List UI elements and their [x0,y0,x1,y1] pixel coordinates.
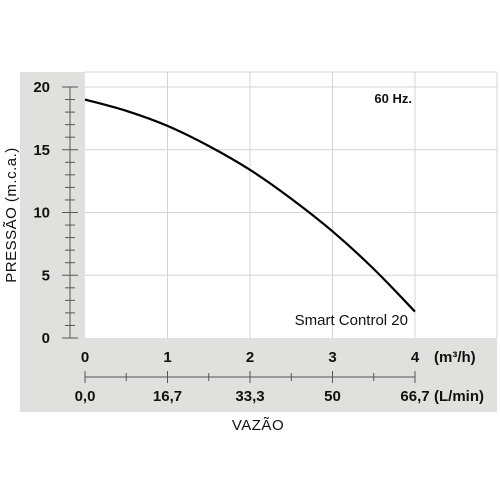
x-axis-ticks: 0 1 2 3 4 [81,349,420,366]
x-axis-panel [20,338,497,412]
secondary-tick-label: 33,3 [235,388,264,405]
secondary-tick-label: 16,7 [153,388,182,405]
y-tick-label: 10 [33,205,50,222]
x-tick-label: 4 [411,349,420,366]
grid-lines [85,71,498,338]
series-line-smart-control-20 [84,98,416,313]
x-axis-title: VAZÃO [232,417,284,434]
series-label: Smart Control 20 [295,312,408,329]
x-unit-primary: (m³/h) [434,349,476,366]
y-axis-ticks: 0 5 10 15 20 [33,79,78,347]
y-tick-label: 20 [33,79,50,96]
x-tick-label: 2 [246,349,254,366]
y-tick-label: 15 [33,142,50,159]
y-axis-panel [20,72,85,340]
y-tick-label: 5 [42,267,50,284]
secondary-tick-label: 0,0 [75,388,96,405]
y-tick-label: 0 [42,330,50,347]
y-axis-title: PRESSÃO (m.c.a.) [3,147,20,283]
secondary-x-axis: 0,0 16,7 33,3 50 66,7 [75,371,430,405]
x-unit-secondary: (L/min) [434,388,484,405]
frequency-label: 60 Hz. [374,91,412,106]
plot-area [85,72,497,338]
secondary-tick-label: 66,7 [400,388,429,405]
secondary-tick-label: 50 [324,388,341,405]
x-tick-label: 3 [328,349,336,366]
x-tick-label: 0 [81,349,89,366]
x-tick-label: 1 [163,349,171,366]
